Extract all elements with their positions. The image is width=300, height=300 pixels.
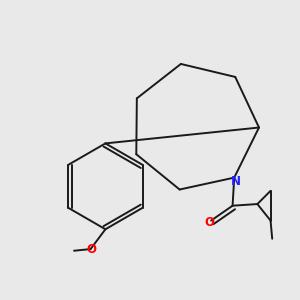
- Text: O: O: [205, 216, 214, 229]
- Text: N: N: [231, 175, 241, 188]
- Text: O: O: [86, 243, 96, 256]
